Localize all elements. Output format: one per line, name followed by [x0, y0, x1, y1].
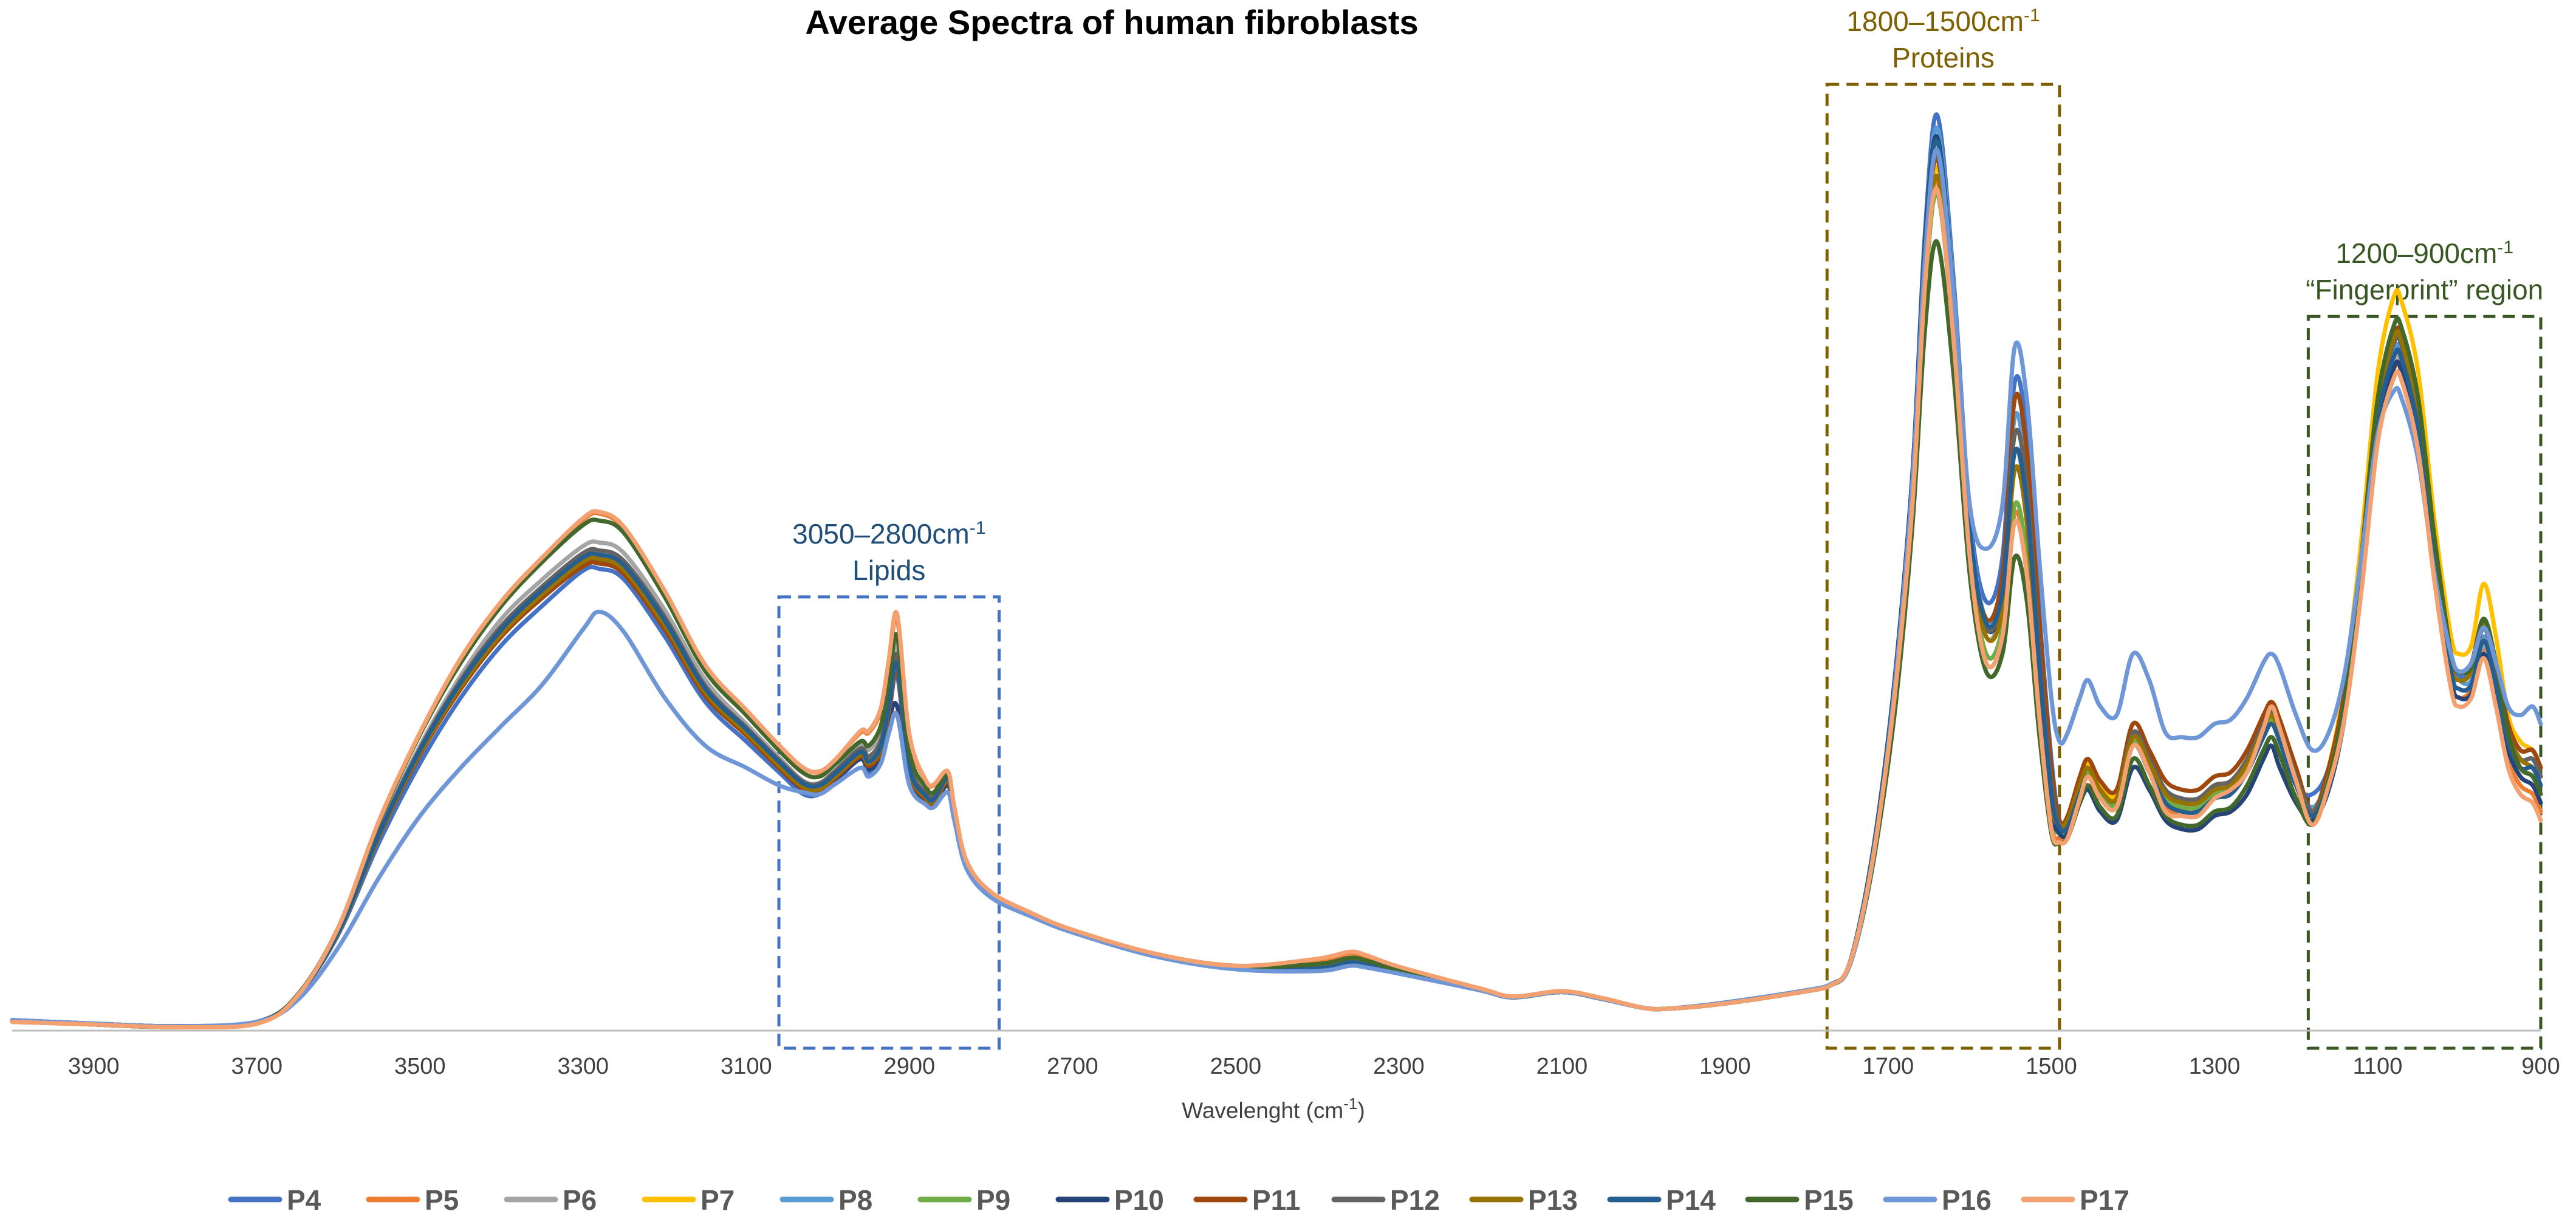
x-axis-label: Wavelenght (cm-1): [1182, 1094, 1365, 1123]
series-line-p4: [10, 112, 2543, 1029]
region-name-label-lipids: Lipids: [852, 554, 925, 586]
legend-label-p17: P17: [2080, 1184, 2129, 1216]
x-tick-label: 3300: [558, 1054, 609, 1079]
series-line-p12: [10, 151, 2543, 1029]
legend-label-p6: P6: [563, 1184, 597, 1216]
legend-label-p7: P7: [701, 1184, 735, 1216]
series-lines: [10, 112, 2543, 1030]
x-tick-label: 1300: [2189, 1054, 2241, 1079]
x-tick-label: 3100: [721, 1054, 772, 1079]
series-line-p16: [10, 148, 2543, 1029]
x-tick-label: 2100: [1536, 1054, 1588, 1079]
x-tick-label: 1700: [1863, 1054, 1914, 1079]
series-line-p15: [10, 239, 2543, 1029]
x-tick-label: 900: [2521, 1054, 2560, 1079]
x-tick-label: 1100: [2353, 1054, 2403, 1079]
legend-label-p5: P5: [425, 1184, 459, 1216]
series-line-p14: [10, 138, 2543, 1029]
chart-title: Average Spectra of human fibroblasts: [805, 3, 1418, 41]
series-line-p13: [10, 173, 2543, 1029]
series-line-p17: [10, 186, 2543, 1030]
x-tick-label: 3900: [68, 1054, 120, 1079]
region-box-lipids: [777, 595, 1001, 1050]
annotation-regions: 3050–2800cm-1 Lipids 1800–1500cm-1 Proteins…: [777, 5, 2543, 1050]
legend: P4 P5 P6 P7 P8 P9 P10 P11 P12 P13 P14 P15 P16 P17: [228, 1184, 2129, 1216]
region-box-proteins: [1825, 83, 2061, 1050]
series-line-p11: [10, 155, 2543, 1029]
series-line-p8: [10, 125, 2543, 1029]
x-tick-label: 3500: [394, 1054, 446, 1079]
x-tick-label: 2300: [1373, 1054, 1425, 1079]
legend-label-p16: P16: [1942, 1184, 1992, 1216]
legend-label-p13: P13: [1528, 1184, 1578, 1216]
legend-label-p12: P12: [1390, 1184, 1440, 1216]
legend-label-p14: P14: [1666, 1184, 1716, 1216]
region-box-fingerprint: [2306, 315, 2543, 1050]
x-tick-label: 1500: [2026, 1054, 2077, 1079]
region-name-label-proteins: Proteins: [1892, 42, 1995, 73]
x-tick-label: 2700: [1047, 1054, 1098, 1079]
legend-label-p9: P9: [976, 1184, 1010, 1216]
series-line-p9: [10, 191, 2543, 1029]
x-tick-label: 1900: [1699, 1054, 1751, 1079]
series-line-p10: [10, 134, 2543, 1029]
x-axis-ticks: 3900 3700 3500 3300 3100 2900 2700 2500 2300 2100…: [68, 1054, 2560, 1079]
legend-label-p8: P8: [838, 1184, 872, 1216]
region-range-label-fingerprint: 1200–900cm-1: [2335, 237, 2513, 270]
region-name-label-fingerprint: “Fingerprint” region: [2306, 274, 2543, 305]
legend-label-p11: P11: [1252, 1184, 1300, 1216]
legend-label-p4: P4: [287, 1184, 321, 1216]
x-tick-label: 2500: [1210, 1054, 1262, 1079]
series-line-p6: [10, 147, 2543, 1029]
x-tick-label: 3700: [231, 1054, 283, 1079]
legend-label-p10: P10: [1114, 1184, 1164, 1216]
region-range-label-lipids: 3050–2800cm-1: [792, 517, 985, 550]
series-line-p5: [10, 177, 2543, 1030]
legend-label-p15: P15: [1804, 1184, 1854, 1216]
x-tick-label: 2900: [884, 1054, 936, 1079]
series-line-p7: [10, 165, 2543, 1029]
region-range-label-proteins: 1800–1500cm-1: [1846, 5, 2040, 37]
